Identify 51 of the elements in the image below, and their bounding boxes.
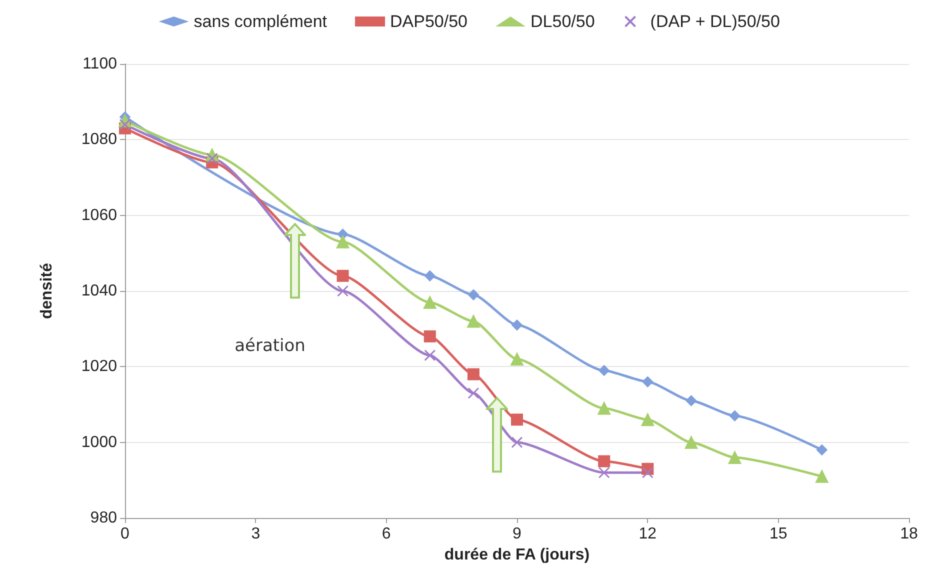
point [815, 470, 828, 483]
legend-label: (DAP + DL)50/50 [650, 12, 780, 31]
point [816, 444, 828, 456]
point [468, 387, 480, 399]
y-axis-title: densité [38, 262, 56, 320]
x-tick-label: 12 [638, 526, 657, 542]
point [468, 289, 479, 300]
y-tick-label: 1100 [82, 56, 118, 72]
y-tick-label: 1040 [81, 282, 118, 300]
point [642, 466, 654, 478]
y-tick-label: 1000 [81, 434, 118, 451]
x-axis-title: durée de FA (jours) [444, 546, 590, 564]
x-tick-label: 9 [512, 526, 522, 542]
point [598, 402, 611, 415]
point [511, 414, 523, 426]
x-tick-label: 18 [900, 526, 918, 542]
y-tick-label: 1080 [81, 131, 118, 148]
legend-label: DL50/50 [530, 12, 595, 31]
x-tick-label: 3 [251, 526, 260, 542]
point [728, 450, 742, 464]
legend-label: sans complément [194, 12, 328, 31]
point [598, 455, 610, 468]
point [511, 436, 523, 448]
point [684, 436, 698, 449]
x-tick-label: 15 [769, 526, 788, 542]
x-tick-label: 6 [382, 526, 391, 542]
point [466, 314, 480, 328]
y-tick-label: 1020 [81, 358, 118, 376]
point [642, 376, 654, 388]
point [336, 235, 350, 248]
point [206, 152, 218, 164]
point [510, 352, 524, 366]
x-tick-label: 0 [120, 526, 130, 542]
point [337, 285, 349, 297]
legend-label: DAP50/50 [390, 12, 468, 31]
y-tick-label: 980 [90, 510, 118, 526]
point [512, 320, 522, 331]
point [729, 410, 740, 422]
point [598, 364, 610, 376]
y-tick-label: 1060 [81, 206, 118, 224]
point [336, 270, 349, 282]
point [424, 330, 436, 342]
point [423, 296, 436, 309]
point [598, 466, 610, 478]
point [641, 413, 654, 426]
point [467, 368, 480, 380]
point [424, 270, 436, 282]
point [119, 118, 131, 130]
point [424, 350, 436, 362]
point [686, 395, 697, 406]
annotation: aération [234, 336, 306, 356]
